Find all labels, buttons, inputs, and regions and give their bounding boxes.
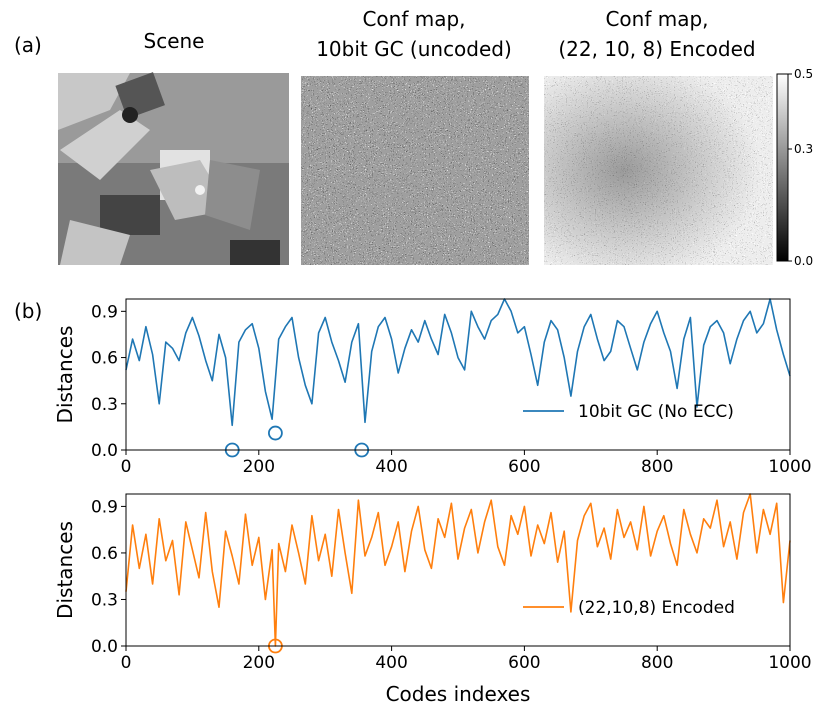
series-line [125,298,791,427]
x-tick-label: 1000 [768,653,811,673]
x-tick-label: 400 [375,457,407,477]
x-tick-label: 200 [243,653,275,673]
highlight-marker [267,425,283,441]
x-axis-label: Codes indexes [386,682,531,706]
legend-label: 10bit GC (No ECC) [578,402,734,422]
y-tick-label: 0.3 [91,590,118,610]
y-tick-label: 0.6 [91,544,118,564]
y-tick-label: 0.9 [91,497,118,517]
x-tick-label: 800 [641,653,673,673]
y-tick-label: 0.9 [91,302,118,322]
colorbar: 0.5 0.3 0.0 [776,67,813,268]
colorbar-tick-min: 0.0 [794,254,813,268]
y-axis-label: Distances [53,521,77,619]
x-tick-label: 0 [121,457,132,477]
conf-map-encoded [544,76,773,265]
x-tick-label: 1000 [768,457,811,477]
series-line [125,493,791,647]
x-tick-label: 600 [508,653,540,673]
axes-frame [125,298,791,451]
panel-b-label: (b) [14,299,42,323]
colorbar-tick-mid: 0.3 [794,142,813,156]
x-tick-label: 200 [243,457,275,477]
encoded-title-line2: (22, 10, 8) Encoded [558,37,755,61]
scene-image [58,72,289,265]
axes-frame [125,493,791,647]
y-tick-label: 0.0 [91,637,118,657]
y-tick-label: 0.3 [91,395,118,415]
panel-a-label: (a) [14,33,42,57]
colorbar-tick-max: 0.5 [794,67,813,81]
legend-label: (22,10,8) Encoded [578,598,735,618]
uncoded-title-line2: 10bit GC (uncoded) [316,37,512,61]
scene-title: Scene [144,29,205,53]
x-tick-label: 0 [121,653,132,673]
y-tick-label: 0.0 [91,441,118,461]
conf-map-uncoded [301,76,529,265]
x-tick-label: 600 [508,457,540,477]
uncoded-title-line1: Conf map, [362,7,465,31]
plot-no-ecc: 0 200 400 600 800 1000 0.0 0.3 0.6 0.9 Distances 10… [53,298,812,477]
encoded-title-line1: Conf map, [605,7,708,31]
x-tick-label: 400 [375,653,407,673]
y-tick-label: 0.6 [91,349,118,369]
plot-encoded: 0 200 400 600 800 1000 0.0 0.3 0.6 0.9 Distances Co… [53,493,812,706]
y-axis-label: Distances [53,326,77,424]
x-tick-label: 800 [641,457,673,477]
